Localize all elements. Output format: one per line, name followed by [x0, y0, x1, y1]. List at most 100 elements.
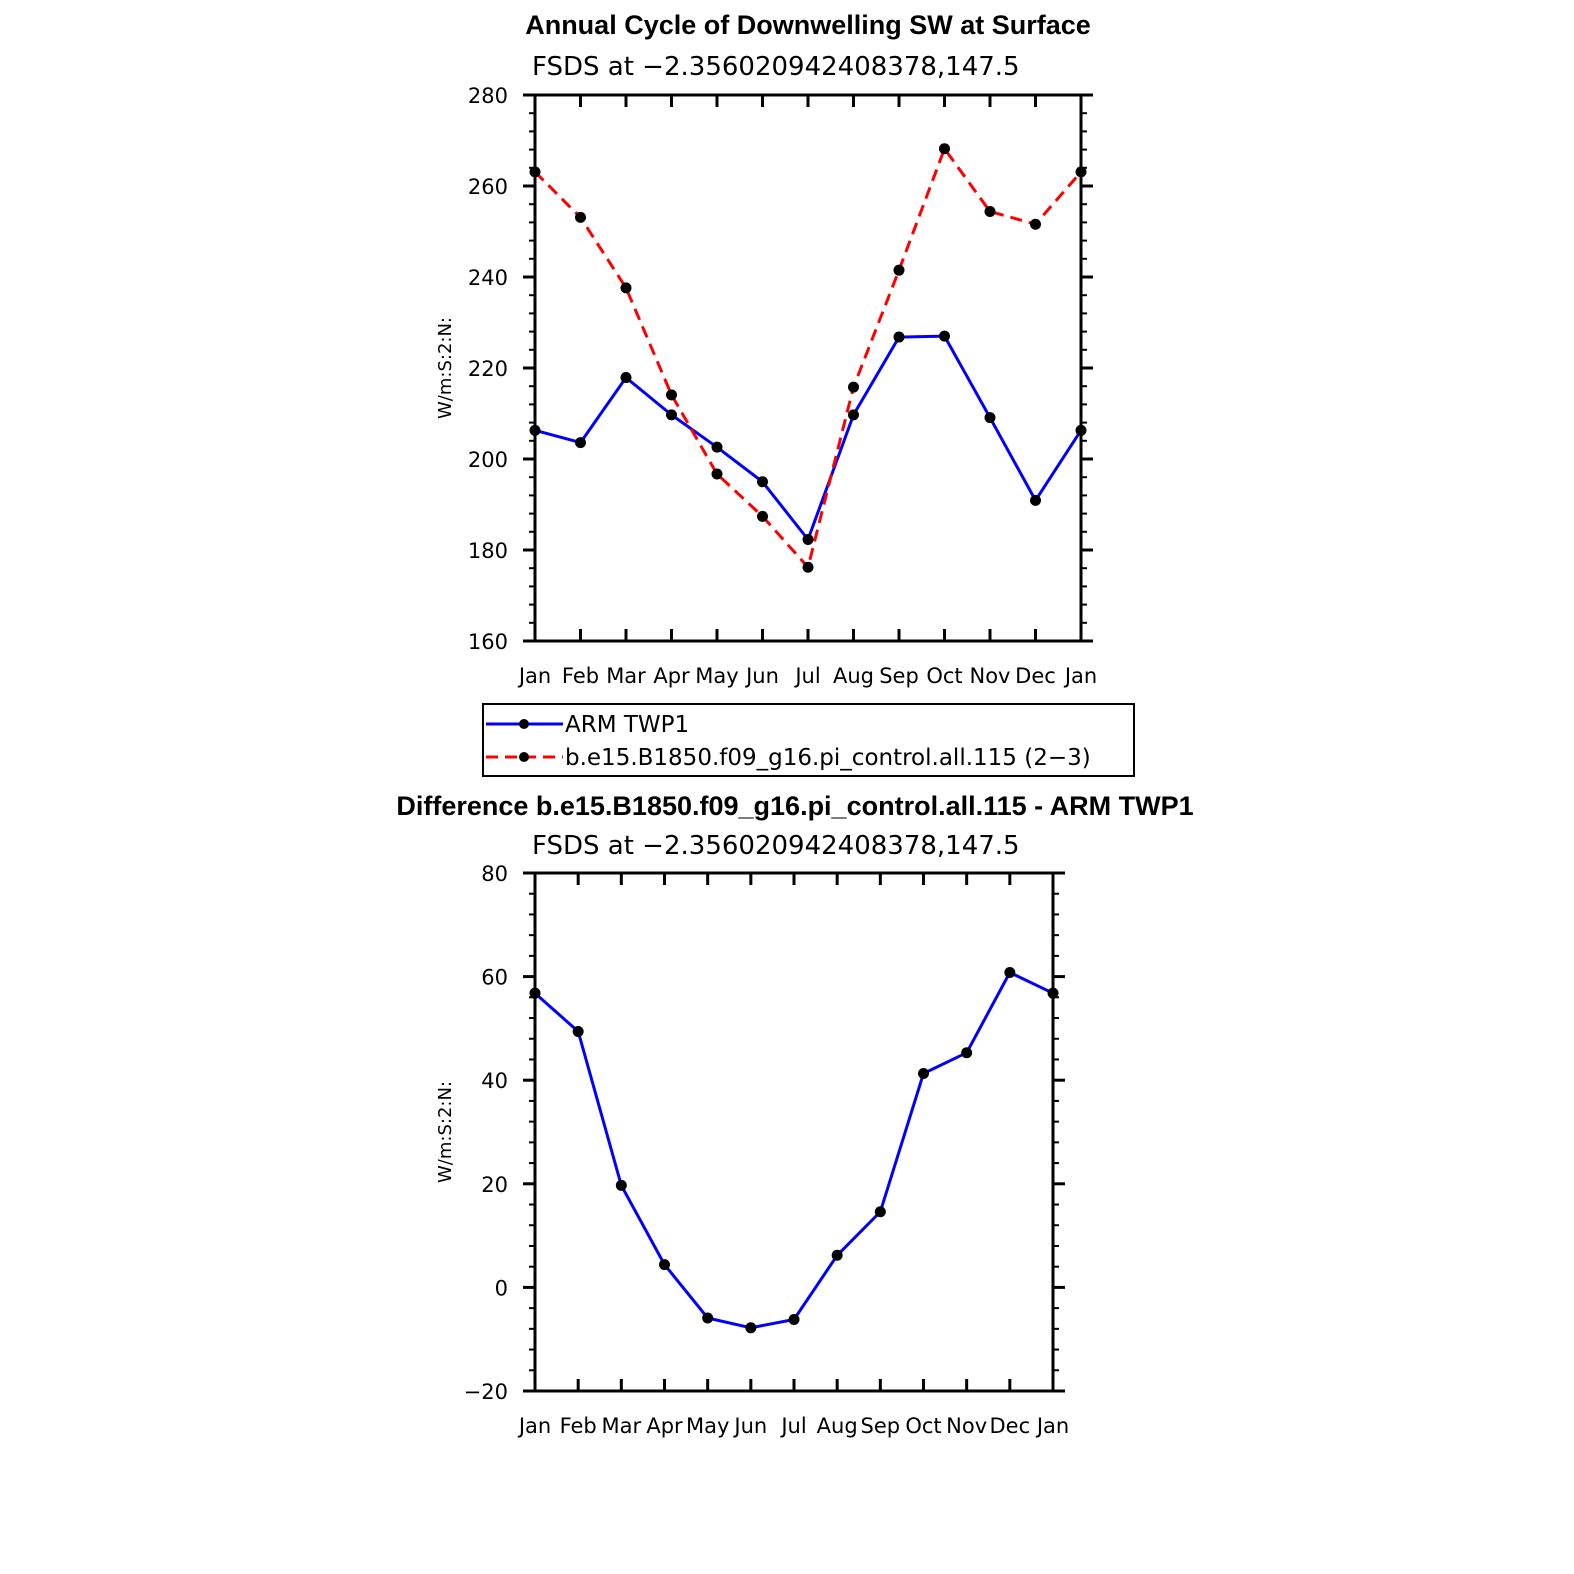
- axis-ticks: [523, 93, 1093, 643]
- data-point: [984, 205, 996, 217]
- annual-cycle-chart: Annual Cycle of Downwelling SW at Surfac…: [435, 10, 1097, 688]
- x-tick-label: May: [686, 1414, 729, 1438]
- series-points: [529, 143, 1087, 573]
- legend-label-arm-twp1: ARM TWP1: [565, 712, 689, 738]
- x-tick-label: Jan: [1063, 664, 1097, 688]
- x-tick-label: Apr: [646, 1414, 683, 1438]
- data-point: [1004, 966, 1016, 978]
- x-tick-label: Dec: [990, 1414, 1031, 1438]
- x-tick-label: Apr: [653, 664, 690, 688]
- data-point: [831, 1249, 843, 1261]
- x-tick-label: Jul: [793, 664, 820, 688]
- x-tick-label: Jan: [517, 664, 551, 688]
- data-point: [572, 1026, 584, 1038]
- x-tick-label: Nov: [970, 664, 1011, 688]
- x-tick-label: Feb: [560, 1414, 597, 1438]
- x-tick-label: Mar: [602, 1414, 642, 1438]
- data-point: [1030, 218, 1041, 230]
- data-point: [939, 143, 950, 155]
- y-tick-label: 220: [468, 357, 508, 381]
- series-lines: [533, 147, 1083, 569]
- x-tick-label: Jun: [732, 1414, 767, 1438]
- axis-ticks: [523, 871, 1065, 1393]
- x-tick-label: Nov: [946, 1414, 987, 1438]
- x-tick-label: Mar: [606, 664, 646, 688]
- y-tick-label: 80: [481, 862, 508, 886]
- x-tick-label: Sep: [861, 1414, 901, 1438]
- y-tick-label: 20: [481, 1173, 508, 1197]
- chart-subtitle: FSDS at −2.356020942408378,147.5: [532, 831, 1020, 861]
- series-line: [534, 334, 1083, 541]
- y-tick-label: 60: [481, 966, 508, 990]
- data-point: [939, 330, 950, 342]
- chart-title: Difference b.e15.B1850.f09_g16.pi_contro…: [396, 791, 1193, 821]
- data-point: [802, 534, 814, 546]
- x-tick-label: Aug: [833, 664, 874, 688]
- data-point: [711, 468, 723, 480]
- y-tick-label: 260: [468, 175, 508, 199]
- data-point: [659, 1259, 670, 1271]
- x-tick-label: Aug: [817, 1414, 858, 1438]
- legend-item-model: b.e15.B1850.f09_g16.pi_control.all.115 (…: [486, 745, 1091, 771]
- data-point: [961, 1047, 973, 1059]
- y-tick-label: 280: [468, 84, 508, 108]
- chart-title: Annual Cycle of Downwelling SW at Surfac…: [525, 10, 1091, 40]
- data-point: [984, 412, 996, 424]
- data-point: [666, 389, 677, 401]
- y-tick-label: 160: [468, 630, 508, 654]
- data-point: [757, 476, 768, 488]
- plot-frame: [533, 871, 1055, 1393]
- x-tick-label: Dec: [1015, 664, 1056, 688]
- data-point: [666, 409, 677, 421]
- series-points: [529, 966, 1059, 1334]
- data-point: [620, 282, 632, 294]
- data-point: [575, 437, 586, 449]
- legend-label-model: b.e15.B1850.f09_g16.pi_control.all.115 (…: [565, 745, 1091, 771]
- y-axis-label: W/m:S:2:N:: [435, 317, 456, 419]
- data-point: [893, 264, 905, 276]
- difference-chart: Difference b.e15.B1850.f09_g16.pi_contro…: [396, 791, 1193, 1438]
- y-tick-label: 180: [468, 539, 508, 563]
- y-tick-labels: −20 0 20 40 60 80: [464, 862, 508, 1404]
- y-axis-label: W/m:S:2:N:: [435, 1081, 456, 1183]
- data-point: [1030, 494, 1041, 506]
- legend-marker-arm-twp1: [519, 719, 529, 729]
- series-line: [534, 971, 1054, 1330]
- data-point: [711, 441, 723, 453]
- x-tick-label: Oct: [926, 664, 962, 688]
- y-tick-label: −20: [464, 1380, 508, 1404]
- y-tick-label: 240: [468, 266, 508, 290]
- x-tick-labels: Jan Feb Mar Apr May Jun Jul Aug Sep Oct Nov Dec Jan: [517, 664, 1097, 688]
- x-tick-label: Jan: [517, 1414, 551, 1438]
- data-point: [615, 1179, 627, 1191]
- data-point: [848, 409, 859, 421]
- legend-item-arm-twp1: ARM TWP1: [486, 712, 689, 738]
- y-tick-label: 40: [481, 1069, 508, 1093]
- x-tick-labels: Jan Feb Mar Apr May Jun Jul Aug Sep Oct Nov Dec Jan: [517, 1414, 1069, 1438]
- data-point: [874, 1206, 886, 1218]
- data-point: [802, 561, 814, 573]
- data-point: [918, 1067, 929, 1079]
- series-line: [533, 147, 1083, 569]
- data-point: [575, 211, 586, 223]
- data-point: [702, 1312, 714, 1324]
- x-tick-label: Feb: [562, 664, 599, 688]
- x-tick-label: May: [695, 664, 738, 688]
- legend-box: [482, 703, 1135, 777]
- data-point: [848, 381, 859, 393]
- legend: ARM TWP1 b.e15.B1850.f09_g16.pi_control.…: [482, 703, 1135, 777]
- data-point: [620, 372, 632, 384]
- y-tick-labels: 160 180 200 220 240 260 280: [468, 84, 508, 654]
- data-point: [893, 331, 905, 343]
- x-tick-label: Sep: [879, 664, 919, 688]
- chart-subtitle: FSDS at −2.356020942408378,147.5: [532, 52, 1020, 82]
- data-point: [745, 1322, 757, 1334]
- series-lines: [534, 971, 1054, 1330]
- data-point: [788, 1314, 800, 1326]
- data-point: [757, 510, 768, 522]
- plot-frame: [533, 93, 1083, 643]
- x-tick-label: Jan: [1035, 1414, 1069, 1438]
- x-tick-label: Jun: [744, 664, 779, 688]
- x-tick-label: Oct: [905, 1414, 941, 1438]
